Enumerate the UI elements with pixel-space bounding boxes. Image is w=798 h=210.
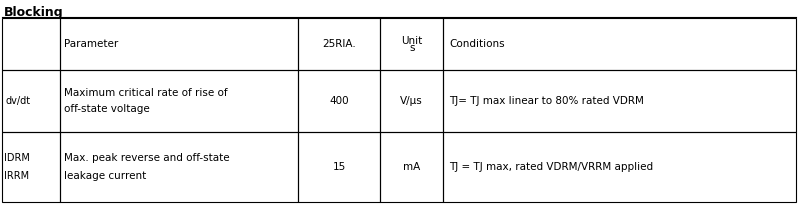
Text: Unit: Unit — [401, 36, 422, 46]
Text: s: s — [409, 43, 414, 53]
Bar — [298, 18, 380, 70]
Text: Max. peak reverse and off-state: Max. peak reverse and off-state — [64, 153, 230, 163]
Text: dv/dt: dv/dt — [5, 96, 30, 106]
Text: 400: 400 — [330, 96, 349, 106]
Bar — [2, 18, 60, 70]
Text: IDRM: IDRM — [4, 153, 30, 163]
Text: leakage current: leakage current — [64, 171, 146, 181]
Bar — [60, 70, 298, 132]
Text: TJ = TJ max, rated VDRM/VRRM applied: TJ = TJ max, rated VDRM/VRRM applied — [449, 162, 654, 172]
Text: Maximum critical rate of rise of: Maximum critical rate of rise of — [64, 88, 227, 98]
Text: V/μs: V/μs — [401, 96, 423, 106]
Bar — [298, 132, 380, 202]
Text: Conditions: Conditions — [449, 39, 505, 49]
Text: Parameter: Parameter — [64, 39, 118, 49]
Bar — [380, 70, 444, 132]
Text: IRRM: IRRM — [4, 171, 29, 181]
Text: mA: mA — [403, 162, 421, 172]
Bar — [60, 18, 298, 70]
Bar — [60, 132, 298, 202]
Bar — [380, 18, 444, 70]
Bar — [444, 70, 796, 132]
Text: 15: 15 — [333, 162, 346, 172]
Bar — [444, 132, 796, 202]
Bar — [298, 70, 380, 132]
Text: off-state voltage: off-state voltage — [64, 104, 150, 114]
Bar — [380, 132, 444, 202]
Text: 25RIA.: 25RIA. — [322, 39, 356, 49]
Bar — [2, 70, 60, 132]
Bar — [2, 132, 60, 202]
Bar — [444, 18, 796, 70]
Text: TJ= TJ max linear to 80% rated VDRM: TJ= TJ max linear to 80% rated VDRM — [449, 96, 644, 106]
Text: Blocking: Blocking — [4, 6, 64, 19]
